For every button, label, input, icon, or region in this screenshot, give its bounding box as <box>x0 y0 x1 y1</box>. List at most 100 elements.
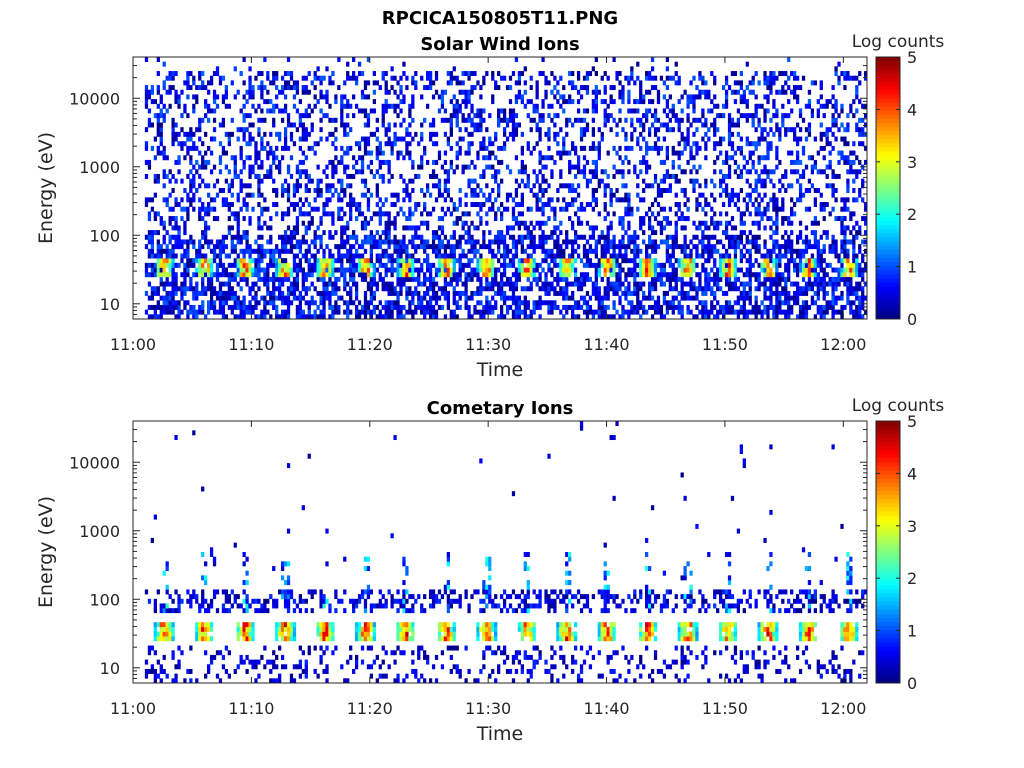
spectrogram-cell <box>594 295 598 301</box>
spectrogram-cell <box>603 272 607 278</box>
spectrogram-cell <box>730 155 735 161</box>
spectrogram-cell <box>147 281 152 287</box>
spectrogram-cell <box>387 178 391 184</box>
spectrogram-cell <box>159 127 163 133</box>
spectrogram-cell <box>736 145 741 151</box>
spectrogram-cell <box>497 314 501 320</box>
spectrogram-cell <box>411 94 415 100</box>
spectrogram-cell <box>328 234 332 240</box>
spectrogram-cell <box>659 230 664 236</box>
spectrogram-cell <box>736 276 741 282</box>
spectrogram-cell <box>482 262 486 268</box>
spectrogram-cell <box>724 309 729 315</box>
spectrogram-cell <box>349 183 353 189</box>
spectrogram-cell <box>719 262 723 268</box>
spectrogram-cell <box>349 267 353 273</box>
spectrogram-cell <box>420 239 424 245</box>
spectrogram-cell <box>334 145 338 151</box>
spectrogram-cell <box>689 122 693 128</box>
spectrogram-cell <box>689 178 693 184</box>
spectrogram-cell <box>571 202 575 208</box>
spectrogram-cell <box>485 197 489 203</box>
spectrogram-cell <box>488 155 492 161</box>
spectrogram-cell <box>662 225 667 231</box>
spectrogram-cell <box>763 178 767 184</box>
spectrogram-cell <box>269 248 273 254</box>
spectrogram-cell <box>372 304 376 310</box>
spectrogram-cell <box>357 145 362 151</box>
spectrogram-cell <box>165 276 169 282</box>
spectrogram-cell <box>289 234 294 240</box>
spectrogram-cell <box>600 262 604 268</box>
spectrogram-cell <box>541 244 545 250</box>
spectrogram-cell <box>621 94 625 100</box>
spectrogram-cell <box>171 234 175 240</box>
spectrogram-cell <box>606 173 610 179</box>
spectrogram-cell <box>600 314 604 320</box>
spectrogram-cell <box>464 94 468 100</box>
spectrogram-cell <box>411 211 415 217</box>
spectrogram-cell <box>295 239 300 245</box>
spectrogram-cell <box>372 281 376 287</box>
spectrogram-cell <box>529 230 533 236</box>
spectrogram-cell <box>674 113 678 119</box>
spectrogram-cell <box>283 309 288 315</box>
spectrogram-cell <box>662 136 667 142</box>
spectrogram-cell <box>526 267 530 273</box>
spectrogram-cell <box>266 75 270 81</box>
spectrogram-cell <box>150 304 155 310</box>
spectrogram-cell <box>286 272 291 278</box>
spectrogram-cell <box>476 122 480 128</box>
spectrogram-cell <box>695 304 699 310</box>
spectrogram-cell <box>633 304 637 310</box>
spectrogram-cell <box>384 159 388 165</box>
spectrogram-cell <box>736 173 741 179</box>
spectrogram-cell <box>612 99 616 105</box>
spectrogram-cell <box>550 173 554 179</box>
spectrogram-cell <box>701 75 705 81</box>
spectrogram-cell <box>529 244 533 250</box>
spectrogram-cell <box>295 183 300 189</box>
spectrogram-cell <box>360 304 365 310</box>
spectrogram-cell <box>239 234 243 240</box>
spectrogram-cell <box>730 281 735 287</box>
spectrogram-cell <box>642 230 646 236</box>
spectrogram-cell <box>671 127 675 133</box>
spectrogram-cell <box>375 136 379 142</box>
spectrogram-cell <box>328 75 332 81</box>
spectrogram-cell <box>177 239 181 245</box>
spectrogram-cell <box>325 173 329 179</box>
spectrogram-cell <box>292 192 297 198</box>
spectrogram-cell <box>739 136 743 142</box>
spectrogram-cell <box>588 178 593 184</box>
spectrogram-cell <box>366 304 371 310</box>
spectrogram-cell <box>568 258 572 264</box>
spectrogram-cell <box>443 262 448 268</box>
spectrogram-cell <box>236 234 240 240</box>
spectrogram-cell <box>612 314 616 320</box>
spectrogram-cell <box>482 155 486 161</box>
spectrogram-cell <box>319 258 323 264</box>
spectrogram-cell <box>423 309 427 315</box>
spectrogram-cell <box>372 295 376 301</box>
spectrogram-cell <box>440 99 445 105</box>
spectrogram-cell <box>304 286 308 292</box>
spectrogram-cell <box>585 122 590 128</box>
spectrogram-cell <box>390 85 394 91</box>
spectrogram-cell <box>239 183 243 189</box>
spectrogram-cell <box>671 159 675 165</box>
spectrogram-cell <box>621 159 625 165</box>
spectrogram-cell <box>423 258 427 264</box>
spectrogram-cell <box>748 155 752 161</box>
spectrogram-cell <box>159 253 163 259</box>
spectrogram-cell <box>269 225 273 231</box>
spectrogram-cell <box>352 75 356 81</box>
spectrogram-cell <box>745 202 749 208</box>
spectrogram-cell <box>340 206 344 212</box>
spectrogram-cell <box>642 197 646 203</box>
spectrogram-cell <box>204 220 208 226</box>
spectrogram-cell <box>455 281 459 287</box>
spectrogram-cell <box>346 145 350 151</box>
spectrogram-cell <box>201 178 205 184</box>
spectrogram-cell <box>286 80 291 86</box>
